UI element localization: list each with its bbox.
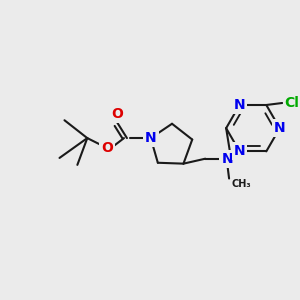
Text: N: N — [234, 98, 245, 112]
Text: O: O — [111, 107, 123, 121]
Text: N: N — [145, 131, 157, 145]
Text: N: N — [145, 131, 157, 145]
Text: N: N — [274, 121, 286, 135]
Text: N: N — [234, 144, 245, 158]
Text: Cl: Cl — [285, 96, 299, 110]
Text: O: O — [101, 141, 113, 155]
Text: CH₃: CH₃ — [231, 179, 251, 190]
Text: N: N — [221, 152, 233, 166]
